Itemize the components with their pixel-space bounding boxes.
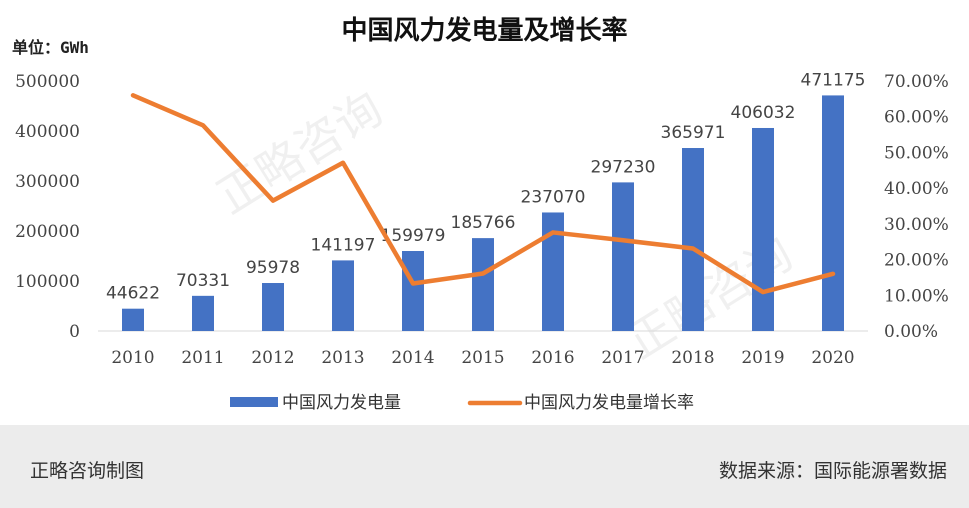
bar-data-label: 159979 [381, 226, 446, 246]
y-left-tick-label: 500000 [15, 72, 80, 92]
y-left-tick-label: 300000 [15, 172, 80, 192]
legend-swatch-bar [230, 397, 278, 407]
bar-data-label: 297230 [591, 157, 656, 177]
bar [122, 308, 144, 331]
y-left-tick-label: 200000 [15, 222, 80, 242]
y-right-tick-label: 50.00% [884, 143, 949, 163]
growth-rate-point [762, 291, 765, 294]
y-right-tick-label: 60.00% [884, 108, 949, 128]
chart-title: 中国风力发电量及增长率 [341, 16, 628, 46]
bar [332, 260, 354, 331]
y-right-tick-label: 0.00% [884, 322, 938, 342]
x-tick-label: 2020 [811, 348, 854, 368]
bar [542, 212, 564, 331]
x-tick-label: 2016 [531, 348, 574, 368]
bar-data-label: 95978 [246, 258, 300, 278]
bar-data-label: 44622 [106, 284, 160, 304]
growth-rate-line [130, 93, 836, 295]
growth-rate-point [552, 231, 555, 234]
bar-data-label: 70331 [176, 271, 230, 291]
growth-rate-point [692, 247, 695, 250]
growth-rate-point [622, 239, 625, 242]
growth-rate-point [412, 282, 415, 285]
legend-label-line: 中国风力发电量增长率 [524, 393, 694, 413]
y-right-tick-label: 40.00% [884, 179, 949, 199]
footer-credit: 正略咨询制图 [30, 460, 145, 482]
growth-rate-point [272, 199, 275, 202]
bar-data-label: 406032 [731, 103, 796, 123]
chart-svg: 正略咨询正略咨询01000002000003000004000005000000… [15, 70, 949, 413]
y-right-tick-label: 70.00% [884, 72, 949, 92]
legend-label-bar: 中国风力发电量 [282, 393, 401, 413]
bar-data-label: 141197 [311, 235, 376, 255]
growth-rate-point [482, 272, 485, 275]
x-tick-label: 2010 [111, 348, 154, 368]
x-tick-label: 2011 [181, 348, 224, 368]
growth-rate-point [202, 124, 205, 127]
bar-data-label: 185766 [451, 213, 516, 233]
y-right-tick-label: 10.00% [884, 286, 949, 306]
x-tick-label: 2013 [321, 348, 364, 368]
bar [682, 148, 704, 331]
growth-rate-point [342, 161, 345, 164]
x-tick-label: 2017 [601, 348, 644, 368]
y-left-tick-label: 100000 [15, 272, 80, 292]
growth-rate-point [832, 272, 835, 275]
bar [472, 238, 494, 331]
y-left-tick-label: 0 [69, 322, 80, 342]
y-right-tick-label: 20.00% [884, 251, 949, 271]
x-tick-label: 2019 [741, 348, 784, 368]
y-left-tick-label: 400000 [15, 122, 80, 142]
bar [752, 127, 774, 331]
bar [402, 251, 424, 331]
bar-data-label: 365971 [661, 123, 726, 143]
footer-source: 数据来源：国际能源署数据 [718, 460, 947, 482]
footer: 正略咨询制图 数据来源：国际能源署数据 [0, 425, 969, 508]
bar [822, 95, 844, 331]
bar [192, 295, 214, 331]
bar [262, 283, 284, 331]
bar [612, 182, 634, 331]
chart-area: 中国风力发电量及增长率 单位：GWh 正略咨询 正略咨询 0 100000 200000… [12, 16, 949, 413]
x-tick-label: 2012 [251, 348, 294, 368]
y-right-tick-label: 30.00% [884, 215, 949, 235]
unit-label: 单位：GWh [12, 38, 89, 57]
bar-data-label: 471175 [801, 70, 866, 90]
x-tick-label: 2015 [461, 348, 504, 368]
x-tick-label: 2014 [391, 348, 434, 368]
bar-data-label: 237070 [521, 187, 586, 207]
growth-rate-point [132, 94, 135, 97]
x-tick-label: 2018 [671, 348, 714, 368]
